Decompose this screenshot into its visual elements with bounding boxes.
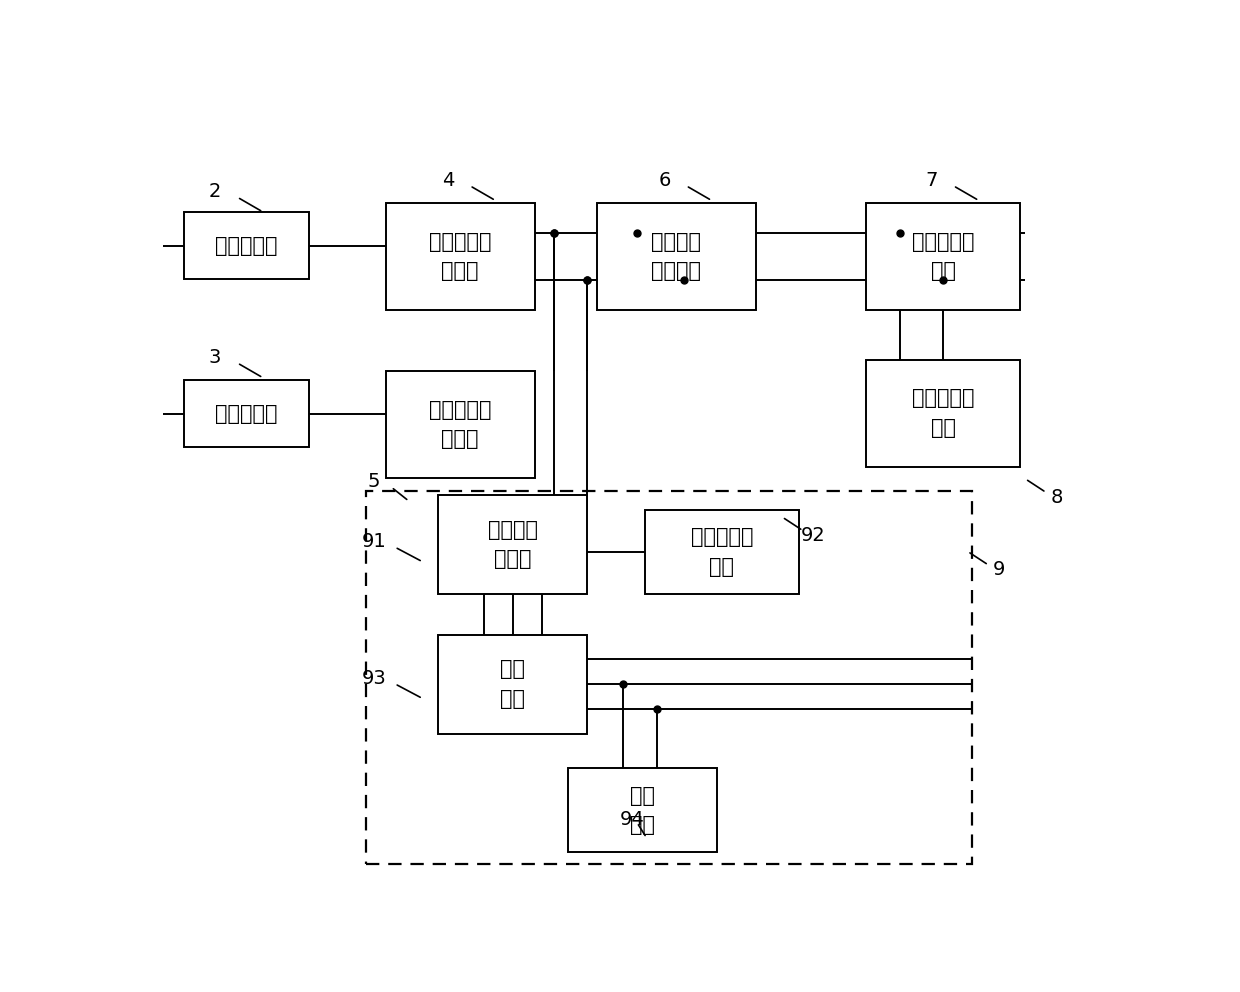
Text: 四象限整流
器模块: 四象限整流 器模块	[429, 400, 491, 449]
Bar	[439, 495, 588, 594]
Text: 预充电回路: 预充电回路	[215, 236, 278, 256]
Text: 6: 6	[658, 171, 671, 189]
Text: 降压
电路: 降压 电路	[501, 660, 526, 709]
Bar	[568, 769, 717, 852]
Text: 中间直流
电压回路: 中间直流 电压回路	[651, 232, 702, 282]
Bar	[184, 212, 309, 280]
Text: 牵引逆变器
模块: 牵引逆变器 模块	[911, 388, 975, 437]
Bar	[184, 380, 309, 447]
Text: 预充电回路: 预充电回路	[215, 404, 278, 424]
Bar	[439, 635, 588, 734]
Text: 辅助预充电
回路: 辅助预充电 回路	[691, 528, 753, 577]
Bar	[866, 360, 1019, 466]
Text: 92: 92	[801, 526, 826, 545]
Bar	[596, 203, 755, 310]
Bar	[386, 203, 534, 310]
Text: 四象限整流
器模块: 四象限整流 器模块	[429, 232, 491, 282]
Text: 7: 7	[925, 171, 937, 189]
Text: 4: 4	[441, 171, 454, 189]
Text: 2: 2	[208, 183, 221, 201]
Bar	[367, 491, 972, 864]
Bar	[386, 371, 534, 478]
Text: 9: 9	[992, 560, 1004, 579]
Text: 8: 8	[1050, 488, 1063, 507]
Text: 辅助逆变
器模块: 辅助逆变 器模块	[489, 520, 538, 569]
Bar	[645, 510, 799, 594]
Text: 93: 93	[362, 669, 387, 687]
Bar	[866, 203, 1019, 310]
Text: 3: 3	[208, 348, 221, 367]
Text: 滤波
电路: 滤波 电路	[630, 786, 655, 835]
Text: 91: 91	[362, 532, 387, 551]
Text: 牵引逆变器
模块: 牵引逆变器 模块	[911, 232, 975, 282]
Text: 94: 94	[619, 810, 644, 829]
Text: 5: 5	[368, 472, 381, 491]
